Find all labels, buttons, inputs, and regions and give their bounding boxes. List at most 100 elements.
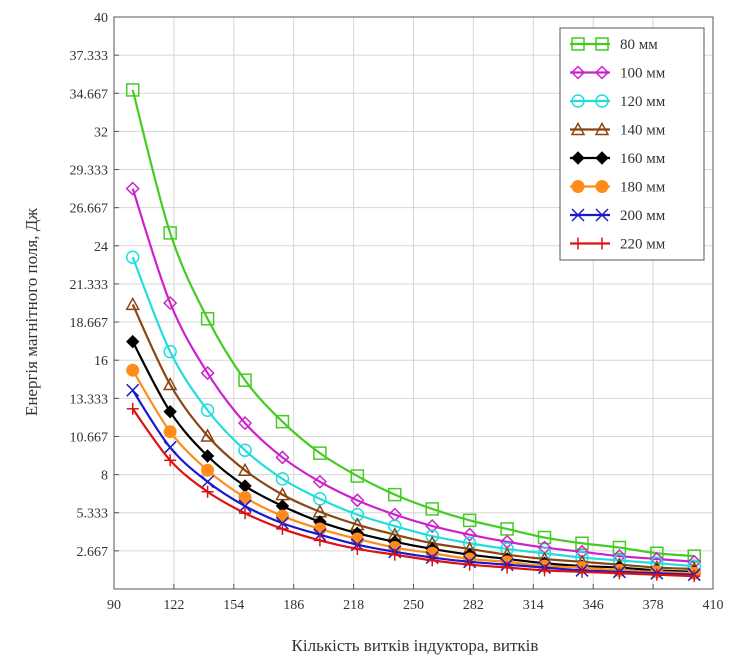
data-point — [350, 469, 365, 483]
data-point — [125, 296, 140, 311]
data-point — [650, 568, 663, 581]
legend-item: 100 мм — [570, 65, 666, 82]
y-tick-label: 10.667 — [70, 430, 109, 445]
legend-marker — [594, 121, 610, 136]
data-point — [612, 540, 627, 555]
legend-marker — [595, 151, 609, 165]
data-point — [200, 449, 215, 463]
x-tick-label: 378 — [643, 598, 664, 613]
data-point — [200, 311, 215, 326]
data-point — [425, 502, 439, 516]
y-tick-label: 18.667 — [70, 316, 109, 331]
legend-marker — [571, 208, 585, 222]
legend-marker — [595, 208, 609, 222]
data-point — [425, 529, 439, 543]
axes: 90 122 154 186 218 250 282 314 346 378 410 2.667 5.3… — [70, 11, 724, 613]
data-point — [275, 472, 290, 486]
data-point — [426, 554, 439, 567]
data-point — [312, 474, 327, 489]
y-tick-label: 16 — [94, 354, 108, 369]
legend-marker — [571, 37, 585, 51]
series-line — [131, 408, 695, 578]
x-tick-label: 154 — [223, 598, 244, 613]
x-tick-label: 346 — [583, 598, 604, 613]
data-point — [164, 454, 177, 467]
data-point — [163, 295, 178, 311]
data-point — [201, 463, 215, 477]
legend-marker — [570, 121, 586, 136]
data-point — [613, 567, 626, 580]
data-point — [126, 383, 140, 397]
series-line — [131, 369, 695, 575]
data-point — [388, 487, 402, 502]
data-point — [275, 450, 290, 465]
data-point — [237, 462, 253, 477]
data-point — [163, 226, 177, 240]
legend-item: 180 мм — [570, 180, 666, 196]
legend-item: 160 мм — [570, 151, 666, 167]
series-line — [131, 256, 695, 568]
data-point — [388, 548, 401, 561]
legend-marker — [572, 237, 584, 250]
data-point — [125, 181, 140, 196]
legend-marker — [594, 65, 610, 80]
legend-item: 140 мм — [570, 121, 666, 139]
data-point — [238, 443, 252, 458]
legend-marker — [595, 180, 609, 193]
data-point — [575, 565, 588, 578]
legend-item: 80 мм — [570, 37, 658, 53]
y-tick-label: 37.333 — [70, 49, 109, 64]
data-point — [163, 404, 177, 419]
legend-label: 80 мм — [620, 37, 658, 53]
x-tick-label: 282 — [463, 598, 484, 613]
y-axis-title: Енергія магнітного поля, Дж — [22, 208, 41, 416]
series-80-мм — [125, 83, 702, 563]
y-tick-label: 32 — [94, 125, 108, 140]
y-tick-label: 26.667 — [70, 202, 109, 217]
y-tick-label: 8 — [101, 469, 108, 484]
legend-item: 120 мм — [570, 94, 666, 110]
data-point — [239, 507, 252, 520]
data-point — [350, 507, 365, 522]
y-tick-label: 2.667 — [77, 545, 109, 560]
data-point — [462, 527, 477, 542]
y-tick-label: 21.333 — [70, 278, 109, 293]
data-point — [388, 519, 402, 533]
x-tick-label: 250 — [403, 598, 424, 613]
data-point — [275, 414, 290, 429]
legend-label: 140 мм — [620, 123, 666, 139]
data-point — [575, 536, 589, 550]
data-point — [125, 83, 140, 97]
y-tick-label: 40 — [94, 11, 108, 26]
data-point — [163, 425, 177, 439]
legend-marker — [595, 37, 609, 51]
data-point — [126, 363, 140, 377]
data-point — [537, 530, 552, 545]
data-point — [200, 428, 215, 442]
data-point — [351, 542, 364, 555]
data-point — [462, 513, 477, 528]
data-point — [201, 475, 215, 489]
y-tick-label: 24 — [94, 240, 108, 255]
legend-label: 180 мм — [620, 180, 666, 196]
legend-label: 220 мм — [620, 237, 666, 253]
data-point — [238, 373, 252, 387]
y-tick-label: 29.333 — [70, 164, 109, 179]
legend: 80 мм 100 мм 120 мм 140 мм 160 мм 180 мм 200 м… — [559, 27, 705, 261]
data-point — [276, 522, 289, 535]
legend-marker — [571, 94, 585, 108]
data-point — [538, 564, 551, 577]
data-point — [425, 519, 440, 534]
x-tick-label: 218 — [343, 598, 364, 613]
series-line — [131, 303, 695, 571]
legend-item: 220 мм — [570, 237, 666, 253]
x-tick-label: 122 — [163, 598, 184, 613]
plot-frame — [113, 16, 714, 590]
legend-box — [559, 27, 705, 261]
legend-item: 200 мм — [570, 208, 666, 224]
data-point — [237, 416, 253, 431]
x-tick-label: 90 — [107, 598, 121, 613]
series-line — [131, 341, 695, 573]
legend-marker — [570, 65, 586, 80]
